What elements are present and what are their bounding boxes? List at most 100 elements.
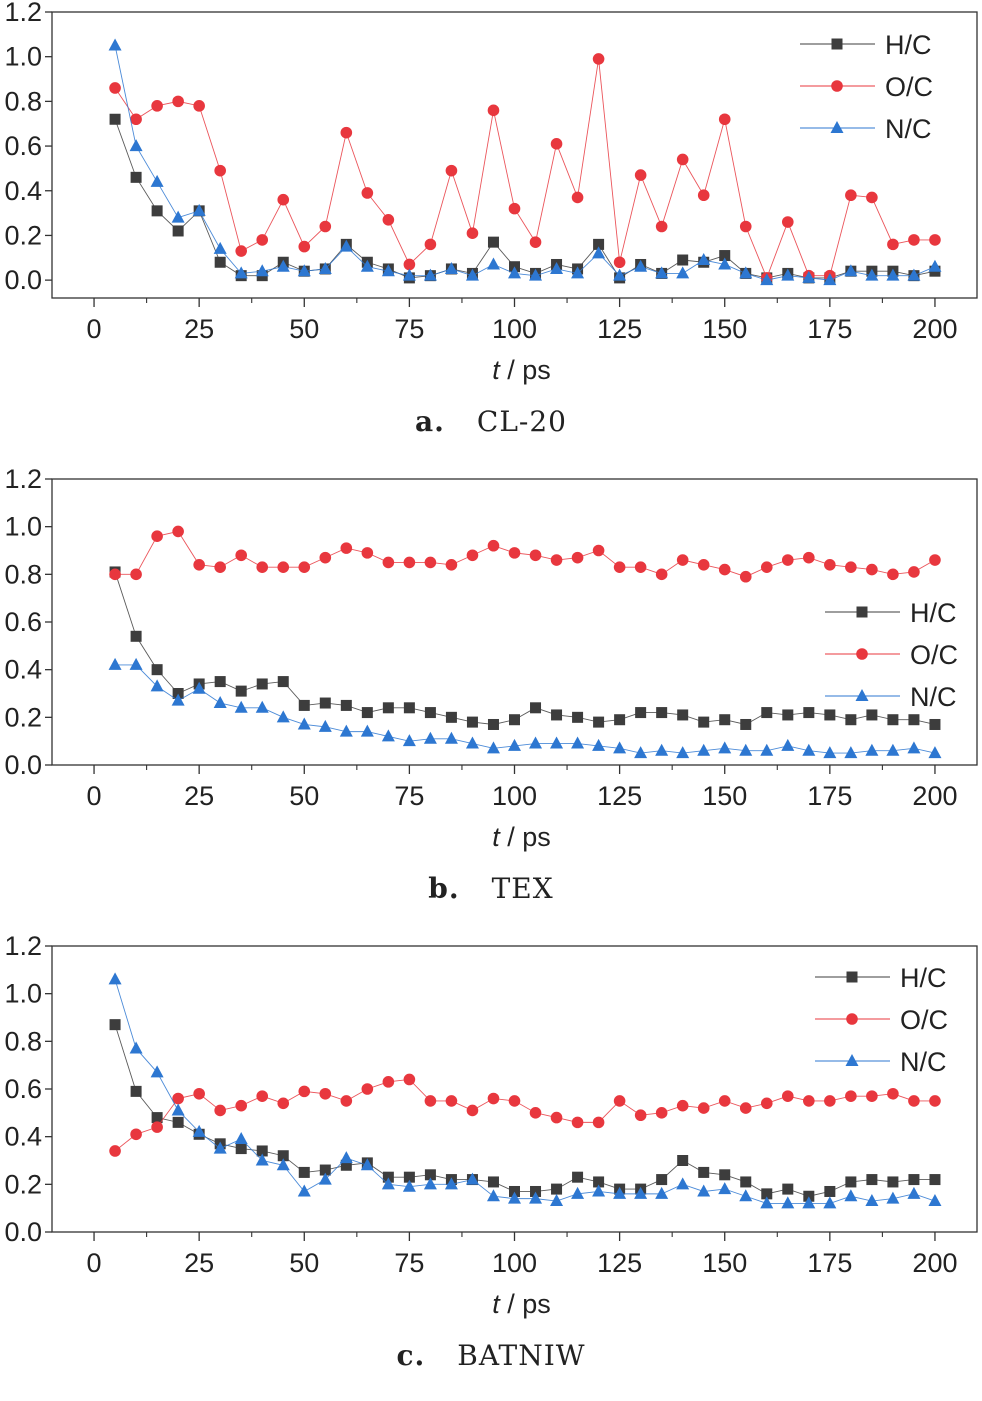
point-nc bbox=[844, 746, 858, 759]
point-hc bbox=[235, 685, 247, 697]
y-tick-label: 0.8 bbox=[4, 86, 42, 116]
x-tick-label: 175 bbox=[807, 1248, 852, 1278]
point-oc bbox=[697, 1102, 710, 1114]
point-hc bbox=[593, 1176, 605, 1188]
point-nc bbox=[781, 1196, 795, 1209]
point-nc bbox=[318, 719, 332, 732]
point-oc bbox=[613, 256, 626, 269]
point-oc bbox=[718, 563, 731, 576]
point-oc bbox=[781, 1090, 794, 1102]
x-tick-label: 200 bbox=[912, 1248, 957, 1278]
y-tick-label: 0.2 bbox=[4, 1169, 42, 1199]
point-hc bbox=[530, 1185, 542, 1197]
point-hc bbox=[487, 718, 499, 730]
point-nc bbox=[444, 261, 458, 274]
point-nc bbox=[465, 1172, 479, 1185]
point-nc bbox=[823, 1196, 837, 1209]
point-nc bbox=[823, 273, 837, 286]
point-nc bbox=[718, 1182, 732, 1195]
point-oc bbox=[235, 245, 248, 257]
point-nc bbox=[613, 1186, 627, 1199]
point-oc bbox=[340, 542, 353, 554]
point-hc bbox=[151, 205, 163, 217]
point-nc bbox=[255, 1153, 269, 1166]
point-hc bbox=[382, 1171, 394, 1183]
point-hc bbox=[214, 256, 226, 268]
point-oc bbox=[172, 1092, 184, 1105]
x-tick-label: 150 bbox=[702, 1248, 747, 1278]
point-nc bbox=[508, 266, 521, 279]
point-oc bbox=[824, 559, 836, 571]
point-nc bbox=[129, 657, 143, 670]
point-nc bbox=[760, 1196, 774, 1209]
caption-name: TEX bbox=[491, 872, 554, 905]
point-nc bbox=[402, 734, 416, 747]
point-oc bbox=[803, 1095, 815, 1107]
y-tick-label: 0.6 bbox=[4, 131, 42, 161]
point-hc bbox=[572, 711, 584, 723]
point-oc bbox=[424, 238, 437, 251]
point-oc bbox=[403, 1073, 416, 1086]
point-oc bbox=[781, 554, 794, 566]
point-nc bbox=[297, 717, 311, 730]
point-nc bbox=[276, 710, 290, 723]
point-nc bbox=[108, 38, 122, 51]
point-nc bbox=[465, 736, 479, 749]
point-oc bbox=[697, 559, 710, 571]
point-nc bbox=[402, 1179, 416, 1192]
legend-label-hc: H/C bbox=[900, 963, 947, 993]
caption-cl20: a. CL-20 bbox=[0, 405, 982, 438]
point-oc bbox=[445, 1095, 458, 1107]
point-nc bbox=[760, 273, 774, 286]
point-oc bbox=[319, 1087, 332, 1100]
point-oc bbox=[529, 549, 542, 562]
point-oc bbox=[466, 1104, 479, 1117]
x-tick-label: 175 bbox=[807, 314, 852, 344]
point-hc bbox=[614, 714, 626, 726]
point-hc bbox=[677, 254, 689, 266]
point-nc bbox=[360, 259, 374, 272]
point-nc bbox=[676, 1177, 690, 1190]
point-oc bbox=[845, 1090, 857, 1102]
x-tick-label: 200 bbox=[912, 781, 957, 811]
point-hc bbox=[277, 676, 289, 688]
point-oc bbox=[803, 551, 815, 564]
point-hc bbox=[887, 1176, 899, 1188]
point-nc bbox=[129, 1041, 143, 1054]
point-oc bbox=[887, 1087, 899, 1100]
y-tick-label: 0.8 bbox=[4, 1026, 42, 1056]
point-nc bbox=[676, 266, 690, 279]
point-oc bbox=[466, 227, 479, 240]
point-nc bbox=[381, 1177, 395, 1190]
point-hc bbox=[866, 1174, 878, 1186]
point-oc bbox=[676, 1099, 689, 1112]
point-oc bbox=[697, 189, 710, 202]
point-hc bbox=[593, 238, 605, 250]
y-tick-label: 1.2 bbox=[4, 467, 42, 494]
caption-letter: c. bbox=[396, 1339, 426, 1372]
point-hc bbox=[908, 1174, 920, 1186]
point-nc bbox=[571, 266, 585, 279]
point-oc bbox=[760, 1097, 773, 1110]
point-nc bbox=[592, 738, 606, 751]
point-oc bbox=[382, 1076, 395, 1088]
point-oc bbox=[277, 1097, 290, 1110]
point-nc bbox=[529, 736, 543, 749]
point-nc bbox=[192, 681, 206, 694]
x-tick-label: 0 bbox=[87, 314, 102, 344]
point-nc bbox=[339, 239, 353, 252]
point-nc bbox=[171, 210, 185, 223]
point-oc bbox=[214, 561, 226, 573]
x-tick-label: 75 bbox=[394, 314, 424, 344]
legend-marker-nc bbox=[855, 689, 869, 701]
point-oc bbox=[151, 530, 163, 542]
x-tick-label: 25 bbox=[184, 781, 214, 811]
point-hc bbox=[487, 236, 499, 248]
legend-marker-nc bbox=[830, 121, 844, 133]
point-nc bbox=[444, 731, 458, 744]
point-nc bbox=[865, 743, 879, 756]
point-hc bbox=[130, 1085, 142, 1097]
point-hc bbox=[509, 714, 520, 726]
x-tick-label: 25 bbox=[184, 1248, 214, 1278]
legend-marker-hc bbox=[831, 38, 843, 50]
